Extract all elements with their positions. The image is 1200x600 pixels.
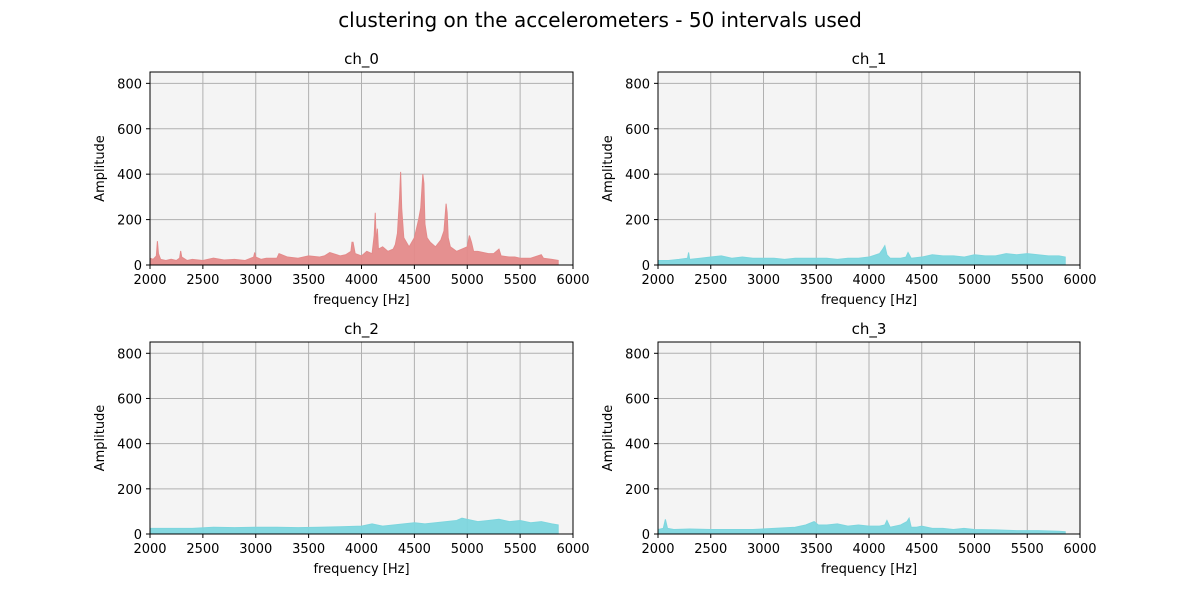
series-area-0 (657, 516, 1066, 535)
x-tick-label: 5000 (958, 273, 991, 288)
y-tick-label: 200 (625, 483, 650, 498)
subplot-ch_2: 2000 2500 3000 3500 4000 4500 5000 5500 6000 0 200… (93, 320, 590, 577)
x-tick-label: 2500 (186, 542, 219, 557)
subplot-ch_0: 2000 2500 3000 3500 4000 4500 5000 5500 6000 0 200… (93, 50, 590, 308)
x-tick-label: 3000 (747, 273, 780, 288)
y-tick-label: 600 (117, 392, 142, 407)
x-tick-label: 2500 (694, 542, 727, 557)
x-tick-label: 4000 (852, 542, 885, 557)
x-tick-label: 6000 (556, 273, 589, 288)
y-tick-label: 600 (625, 123, 650, 138)
y-tick-label: 800 (625, 347, 650, 362)
x-tick-label: 3000 (747, 542, 780, 557)
y-tick-label: 800 (625, 77, 650, 92)
x-tick-label: 5000 (451, 542, 484, 557)
x-tick-label: 4500 (905, 542, 938, 557)
x-tick-label: 4000 (345, 542, 378, 557)
x-tick-label: 5000 (451, 273, 484, 288)
x-tick-label: 6000 (556, 542, 589, 557)
x-tick-label: 2500 (694, 273, 727, 288)
subplot-ch_3: 2000 2500 3000 3500 4000 4500 5000 5500 6000 0 200… (601, 320, 1097, 577)
x-tick-label: 5500 (1011, 273, 1044, 288)
subplot-ch_1: 2000 2500 3000 3500 4000 4500 5000 5500 6000 0 200… (601, 50, 1097, 308)
y-tick-label: 0 (134, 259, 142, 274)
subplot-title: ch_0 (344, 50, 379, 69)
y-axis-label: Amplitude (601, 135, 616, 202)
figure-title: clustering on the accelerometers - 50 in… (338, 8, 862, 32)
series-area-0 (149, 171, 559, 266)
x-tick-label: 3500 (292, 273, 325, 288)
x-tick-label: 2000 (133, 273, 166, 288)
y-tick-label: 400 (117, 438, 142, 453)
x-tick-label: 4500 (398, 542, 431, 557)
subplot-title: ch_2 (344, 320, 379, 339)
x-tick-label: 4500 (905, 273, 938, 288)
y-tick-label: 400 (625, 168, 650, 183)
y-axis-label: Amplitude (601, 405, 616, 472)
y-tick-label: 400 (117, 168, 142, 183)
y-tick-label: 200 (625, 214, 650, 229)
y-tick-label: 200 (117, 483, 142, 498)
y-tick-label: 600 (117, 123, 142, 138)
y-tick-label: 0 (642, 259, 650, 274)
subplot-title: ch_3 (852, 320, 887, 339)
series-area-0 (657, 244, 1066, 266)
x-tick-label: 2500 (186, 273, 219, 288)
y-tick-label: 800 (117, 347, 142, 362)
x-axis-label: frequency [Hz] (313, 562, 409, 577)
y-tick-label: 400 (625, 438, 650, 453)
x-tick-label: 3500 (800, 273, 833, 288)
series-area-0 (149, 517, 559, 535)
x-tick-label: 5500 (504, 273, 537, 288)
x-axis-label: frequency [Hz] (313, 293, 409, 308)
x-tick-label: 4500 (398, 273, 431, 288)
x-axis-label: frequency [Hz] (821, 293, 917, 308)
x-tick-label: 2000 (641, 542, 674, 557)
x-tick-label: 6000 (1063, 273, 1096, 288)
subplot-title: ch_1 (852, 50, 887, 69)
x-tick-label: 5000 (958, 542, 991, 557)
y-axis-label: Amplitude (93, 135, 108, 202)
x-tick-label: 3500 (800, 542, 833, 557)
y-tick-label: 800 (117, 77, 142, 92)
x-tick-label: 3000 (239, 273, 272, 288)
x-tick-label: 4000 (852, 273, 885, 288)
y-tick-label: 0 (134, 528, 142, 543)
y-tick-label: 600 (625, 392, 650, 407)
y-tick-label: 200 (117, 214, 142, 229)
x-tick-label: 5500 (1011, 542, 1044, 557)
x-tick-label: 5500 (504, 542, 537, 557)
x-tick-label: 2000 (133, 542, 166, 557)
x-tick-label: 3500 (292, 542, 325, 557)
x-axis-label: frequency [Hz] (821, 562, 917, 577)
x-tick-label: 3000 (239, 542, 272, 557)
y-axis-label: Amplitude (93, 405, 108, 472)
y-tick-label: 0 (642, 528, 650, 543)
x-tick-label: 2000 (641, 273, 674, 288)
x-tick-label: 4000 (345, 273, 378, 288)
x-tick-label: 6000 (1063, 542, 1096, 557)
